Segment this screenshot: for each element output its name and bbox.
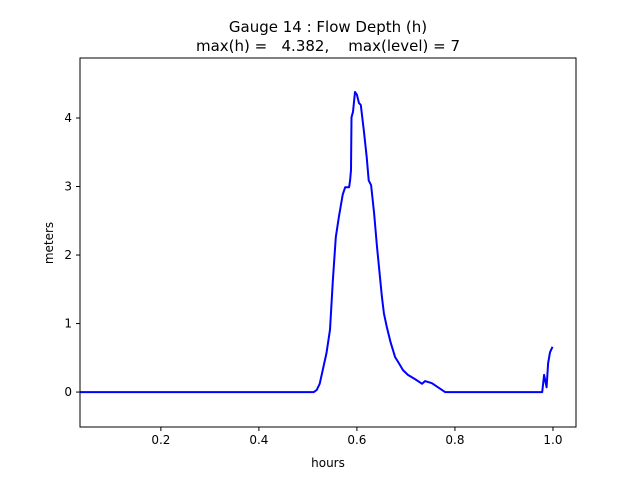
y-tick-label: 3 [64,180,72,194]
y-axis-label: meters [42,222,56,264]
series-line-flow-depth [80,91,554,394]
x-axis-label: hours [311,456,345,470]
axes-frame [79,57,577,428]
x-tick-label: 0.6 [347,433,366,447]
x-tick-label: 0.8 [445,433,464,447]
chart-title: Gauge 14 : Flow Depth (h) [229,18,427,36]
y-tick-label: 4 [64,111,72,125]
y-tick-label: 2 [64,248,72,262]
x-tick-label: 0.4 [249,433,268,447]
y-tick-label: 1 [64,317,72,331]
chart-subtitle: max(h) = 4.382, max(level) = 7 [196,37,460,55]
y-tick-label: 0 [64,385,72,399]
x-tick-label: 0.2 [151,433,170,447]
x-tick-label: 1.0 [543,433,562,447]
